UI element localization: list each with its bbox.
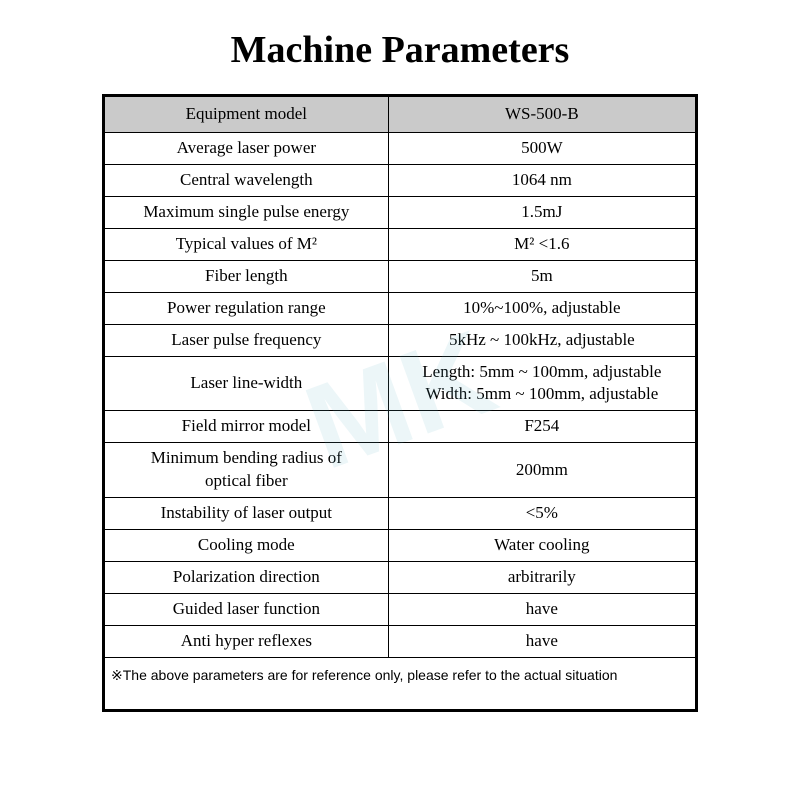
row-label: Laser pulse frequency xyxy=(105,324,389,356)
table-row: Average laser power 500W xyxy=(105,132,696,164)
row-value-line2: Width: 5mm ~ 100mm, adjustable xyxy=(425,384,658,403)
table-row: Typical values of M² M² <1.6 xyxy=(105,228,696,260)
row-value: M² <1.6 xyxy=(388,228,695,260)
table-row: Minimum bending radius of optical fiber … xyxy=(105,443,696,498)
row-value: 200mm xyxy=(388,443,695,498)
row-value-line1: Length: 5mm ~ 100mm, adjustable xyxy=(422,362,661,381)
row-label: Average laser power xyxy=(105,132,389,164)
row-label: Maximum single pulse energy xyxy=(105,196,389,228)
row-label: Power regulation range xyxy=(105,292,389,324)
row-label: Guided laser function xyxy=(105,594,389,626)
footer-note: ※The above parameters are for reference … xyxy=(105,657,696,709)
row-label: Anti hyper reflexes xyxy=(105,625,389,657)
table-footer-row: ※The above parameters are for reference … xyxy=(105,657,696,709)
row-label: Typical values of M² xyxy=(105,228,389,260)
row-label: Field mirror model xyxy=(105,411,389,443)
table-row: Anti hyper reflexes have xyxy=(105,625,696,657)
table-row: Polarization direction arbitrarily xyxy=(105,562,696,594)
row-label: Cooling mode xyxy=(105,530,389,562)
row-value: F254 xyxy=(388,411,695,443)
row-label-line1: Minimum bending radius of xyxy=(151,448,342,467)
table-row: Power regulation range 10%~100%, adjusta… xyxy=(105,292,696,324)
row-value: <5% xyxy=(388,498,695,530)
row-label: Polarization direction xyxy=(105,562,389,594)
table-row: Guided laser function have xyxy=(105,594,696,626)
row-value: have xyxy=(388,594,695,626)
page-title: Machine Parameters xyxy=(0,0,800,94)
table-row: Maximum single pulse energy 1.5mJ xyxy=(105,196,696,228)
row-label-line2: optical fiber xyxy=(205,471,288,490)
parameters-table: Equipment model WS-500-B Average laser p… xyxy=(102,94,698,712)
table-header-row: Equipment model WS-500-B xyxy=(105,97,696,133)
row-value: arbitrarily xyxy=(388,562,695,594)
row-label: Fiber length xyxy=(105,260,389,292)
row-value: 500W xyxy=(388,132,695,164)
table-row: Central wavelength 1064 nm xyxy=(105,164,696,196)
table-row: Cooling mode Water cooling xyxy=(105,530,696,562)
row-value: 1064 nm xyxy=(388,164,695,196)
row-value: Water cooling xyxy=(388,530,695,562)
header-value: WS-500-B xyxy=(388,97,695,133)
header-label: Equipment model xyxy=(105,97,389,133)
table-row: Instability of laser output <5% xyxy=(105,498,696,530)
row-value: 5kHz ~ 100kHz, adjustable xyxy=(388,324,695,356)
row-label: Laser line-width xyxy=(105,356,389,411)
row-label: Minimum bending radius of optical fiber xyxy=(105,443,389,498)
table-row: Laser line-width Length: 5mm ~ 100mm, ad… xyxy=(105,356,696,411)
table-row: Field mirror model F254 xyxy=(105,411,696,443)
row-label: Central wavelength xyxy=(105,164,389,196)
table-row: Fiber length 5m xyxy=(105,260,696,292)
table-row: Laser pulse frequency 5kHz ~ 100kHz, adj… xyxy=(105,324,696,356)
row-label: Instability of laser output xyxy=(105,498,389,530)
row-value: Length: 5mm ~ 100mm, adjustable Width: 5… xyxy=(388,356,695,411)
row-value: have xyxy=(388,625,695,657)
row-value: 5m xyxy=(388,260,695,292)
row-value: 1.5mJ xyxy=(388,196,695,228)
row-value: 10%~100%, adjustable xyxy=(388,292,695,324)
